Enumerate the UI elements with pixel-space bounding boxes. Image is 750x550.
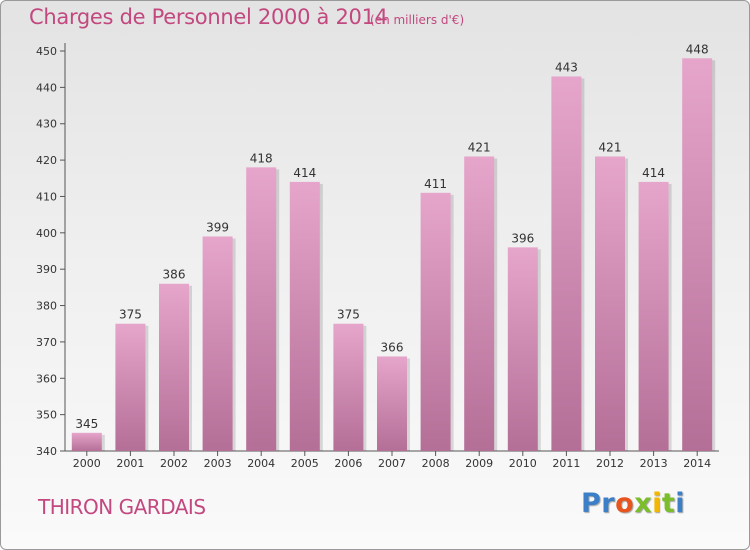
bar xyxy=(246,167,277,451)
y-tick-label: 410 xyxy=(36,190,57,203)
bar-value-label: 448 xyxy=(686,42,709,56)
bar xyxy=(551,76,582,452)
bar-value-label: 443 xyxy=(555,60,578,74)
chart-title: Charges de Personnel 2000 à 2014 xyxy=(29,5,388,29)
x-tick-label: 2002 xyxy=(160,457,188,470)
x-tick-label: 2013 xyxy=(640,457,668,470)
bar-value-label: 366 xyxy=(381,340,404,354)
logo-letter: i xyxy=(652,488,662,519)
bar-value-label: 414 xyxy=(293,166,316,180)
logo-letter: i xyxy=(675,488,686,519)
bar-value-label: 411 xyxy=(424,177,447,191)
y-tick-label: 430 xyxy=(36,118,57,131)
bar xyxy=(595,156,625,452)
logo-letter: o xyxy=(615,488,635,519)
logo-letter: x xyxy=(634,488,653,519)
bar-value-label: 418 xyxy=(250,151,273,165)
bar-value-label: 414 xyxy=(642,166,665,180)
y-tick-label: 340 xyxy=(36,445,57,458)
chart-unit: (en milliers d'€) xyxy=(370,13,465,27)
y-tick-label: 440 xyxy=(36,81,57,94)
y-tick-label: 380 xyxy=(36,300,57,313)
y-tick-label: 420 xyxy=(36,154,57,167)
x-tick-label: 2010 xyxy=(509,457,537,470)
x-tick-label: 2007 xyxy=(378,457,406,470)
bar-value-label: 421 xyxy=(599,140,622,154)
bar xyxy=(333,323,364,451)
bar-value-label: 421 xyxy=(468,140,491,154)
bar xyxy=(682,58,713,451)
bar xyxy=(638,181,669,451)
bar xyxy=(464,156,495,452)
y-tick-label: 360 xyxy=(36,372,57,385)
x-tick-label: 2005 xyxy=(291,457,319,470)
x-tick-label: 2009 xyxy=(465,457,493,470)
x-tick-label: 2012 xyxy=(596,457,624,470)
y-tick-label: 450 xyxy=(36,45,57,58)
bar xyxy=(377,356,407,451)
y-tick-label: 370 xyxy=(36,336,57,349)
bar xyxy=(115,323,146,451)
bar xyxy=(202,236,233,451)
bar xyxy=(159,283,189,451)
logo-letter: P xyxy=(581,488,602,519)
y-tick-label: 390 xyxy=(36,263,57,276)
bar-value-label: 386 xyxy=(163,268,186,282)
bar-value-label: 345 xyxy=(75,417,98,431)
proxiti-logo: Proxiti xyxy=(581,488,685,519)
x-tick-label: 2000 xyxy=(73,457,101,470)
bar xyxy=(289,181,320,451)
x-tick-label: 2008 xyxy=(422,457,450,470)
bar-value-label: 375 xyxy=(337,308,360,322)
y-tick-label: 350 xyxy=(36,409,57,422)
x-tick-label: 2003 xyxy=(204,457,232,470)
logo-letter: r xyxy=(601,488,616,519)
y-tick-label: 400 xyxy=(36,227,57,240)
x-tick-label: 2004 xyxy=(247,457,275,470)
x-tick-label: 2014 xyxy=(683,457,711,470)
bar-value-label: 399 xyxy=(206,220,229,234)
bar-value-label: 375 xyxy=(119,308,142,322)
bar-value-label: 396 xyxy=(511,231,534,245)
x-tick-label: 2011 xyxy=(552,457,580,470)
x-tick-label: 2001 xyxy=(116,457,144,470)
logo-letter: t xyxy=(661,488,676,519)
bar xyxy=(507,247,538,451)
commune-name: THIRON GARDAIS xyxy=(38,495,206,519)
x-tick-label: 2006 xyxy=(334,457,362,470)
bar xyxy=(420,192,451,451)
bar xyxy=(71,432,102,451)
